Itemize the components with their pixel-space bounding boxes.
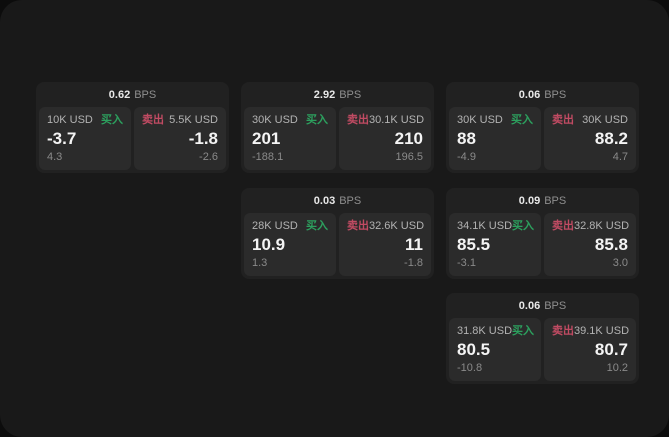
bps-suffix-label: BPS [134,89,157,101]
buy-amount-label: 34.1K USD [457,220,513,232]
sell-quote-tile[interactable]: 卖出 5.5K USD -1.8 -2.6 [134,107,226,170]
sell-side-label: 卖出 [142,114,164,126]
buy-delta: -3.1 [457,257,476,269]
buy-price: 85.5 [457,235,491,254]
bps-value: 0.06 [518,89,541,101]
quote-tiles: 34.1K USD 买入 85.5 -3.1 卖出 32.8K USD 85.8… [446,213,639,279]
buy-price: 201 [252,129,281,148]
card-header: 0.62 BPS [36,82,229,107]
bps-suffix-label: BPS [544,300,567,312]
sell-delta: -2.6 [199,151,218,163]
buy-side-label: 买入 [512,220,535,232]
bps-suffix-label: BPS [544,89,567,101]
sell-delta: 4.7 [612,151,628,163]
quote-tiles: 28K USD 买入 10.9 1.3 卖出 32.6K USD 11 -1.8 [241,213,434,279]
buy-delta: 4.3 [47,151,63,163]
card-header: 0.09 BPS [446,188,639,213]
bps-value: 0.62 [108,89,131,101]
sell-quote-tile[interactable]: 卖出 32.8K USD 85.8 3.0 [544,213,636,276]
buy-amount-label: 10K USD [47,114,93,126]
buy-quote-tile[interactable]: 30K USD 买入 88 -4.9 [449,107,541,170]
sell-amount-label: 32.6K USD [369,220,425,232]
quote-card: 0.62 BPS 10K USD 买入 -3.7 4.3 卖出 5.5K USD… [36,82,229,173]
sell-amount-label: 30K USD [582,114,628,126]
bps-value: 0.03 [313,195,336,207]
buy-quote-tile[interactable]: 28K USD 买入 10.9 1.3 [244,213,336,276]
bps-value: 2.92 [313,89,336,101]
buy-amount-label: 28K USD [252,220,298,232]
quote-card: 0.06 BPS 31.8K USD 买入 80.5 -10.8 卖出 39.1… [446,293,639,384]
card-header: 0.06 BPS [446,293,639,318]
sell-price: 80.7 [594,340,628,359]
buy-amount-label: 31.8K USD [457,325,513,337]
buy-side-label: 买入 [101,114,123,126]
buy-delta: -188.1 [252,151,284,163]
quote-card: 0.03 BPS 28K USD 买入 10.9 1.3 卖出 32.6K US… [241,188,434,279]
sell-delta: -1.8 [404,257,423,269]
quote-card: 2.92 BPS 30K USD 买入 201 -188.1 卖出 30.1K … [241,82,434,173]
buy-quote-tile[interactable]: 30K USD 买入 201 -188.1 [244,107,336,170]
sell-amount-label: 39.1K USD [574,325,630,337]
buy-side-label: 买入 [512,325,535,337]
bps-suffix-label: BPS [339,195,362,207]
buy-amount-label: 30K USD [252,114,298,126]
quote-tiles: 31.8K USD 买入 80.5 -10.8 卖出 39.1K USD 80.… [446,318,639,384]
sell-side-label: 卖出 [347,114,369,126]
buy-price: 88 [457,129,476,148]
quote-card: 0.09 BPS 34.1K USD 买入 85.5 -3.1 卖出 32.8K… [446,188,639,279]
sell-price: 11 [405,235,423,254]
buy-price: -3.7 [47,129,77,148]
buy-side-label: 买入 [306,114,328,126]
quote-card: 0.06 BPS 30K USD 买入 88 -4.9 卖出 30K USD 8… [446,82,639,173]
sell-quote-tile[interactable]: 卖出 30.1K USD 210 196.5 [339,107,431,170]
sell-price: 210 [394,129,423,148]
buy-quote-tile[interactable]: 31.8K USD 买入 80.5 -10.8 [449,318,541,381]
sell-side-label: 卖出 [347,220,369,232]
buy-amount-label: 30K USD [457,114,503,126]
quote-tiles: 30K USD 买入 88 -4.9 卖出 30K USD 88.2 4.7 [446,107,639,173]
sell-amount-label: 5.5K USD [169,114,218,126]
buy-price: 80.5 [457,340,491,359]
card-header: 0.06 BPS [446,82,639,107]
sell-amount-label: 30.1K USD [369,114,425,126]
buy-delta: 1.3 [252,257,268,269]
quote-tiles: 30K USD 买入 201 -188.1 卖出 30.1K USD 210 1… [241,107,434,173]
buy-quote-tile[interactable]: 10K USD 买入 -3.7 4.3 [39,107,131,170]
buy-delta: -10.8 [457,362,483,374]
buy-side-label: 买入 [306,220,328,232]
bps-value: 0.09 [518,195,541,207]
bps-value: 0.06 [518,300,541,312]
buy-quote-tile[interactable]: 34.1K USD 买入 85.5 -3.1 [449,213,541,276]
sell-side-label: 卖出 [552,325,574,337]
sell-price: 88.2 [594,129,628,148]
sell-side-label: 卖出 [552,220,574,232]
sell-delta: 10.2 [606,362,628,374]
card-header: 0.03 BPS [241,188,434,213]
sell-delta: 196.5 [395,151,423,163]
bps-suffix-label: BPS [339,89,362,101]
bps-suffix-label: BPS [544,195,567,207]
sell-price: -1.8 [188,129,218,148]
sell-delta: 3.0 [612,257,628,269]
buy-delta: -4.9 [457,151,476,163]
buy-side-label: 买入 [511,114,533,126]
buy-price: 10.9 [252,235,286,254]
sell-quote-tile[interactable]: 卖出 32.6K USD 11 -1.8 [339,213,431,276]
sell-quote-tile[interactable]: 卖出 30K USD 88.2 4.7 [544,107,636,170]
sell-price: 85.8 [594,235,628,254]
sell-side-label: 卖出 [552,114,574,126]
card-header: 2.92 BPS [241,82,434,107]
sell-amount-label: 32.8K USD [574,220,630,232]
sell-quote-tile[interactable]: 卖出 39.1K USD 80.7 10.2 [544,318,636,381]
quote-tiles: 10K USD 买入 -3.7 4.3 卖出 5.5K USD -1.8 -2.… [36,107,229,173]
